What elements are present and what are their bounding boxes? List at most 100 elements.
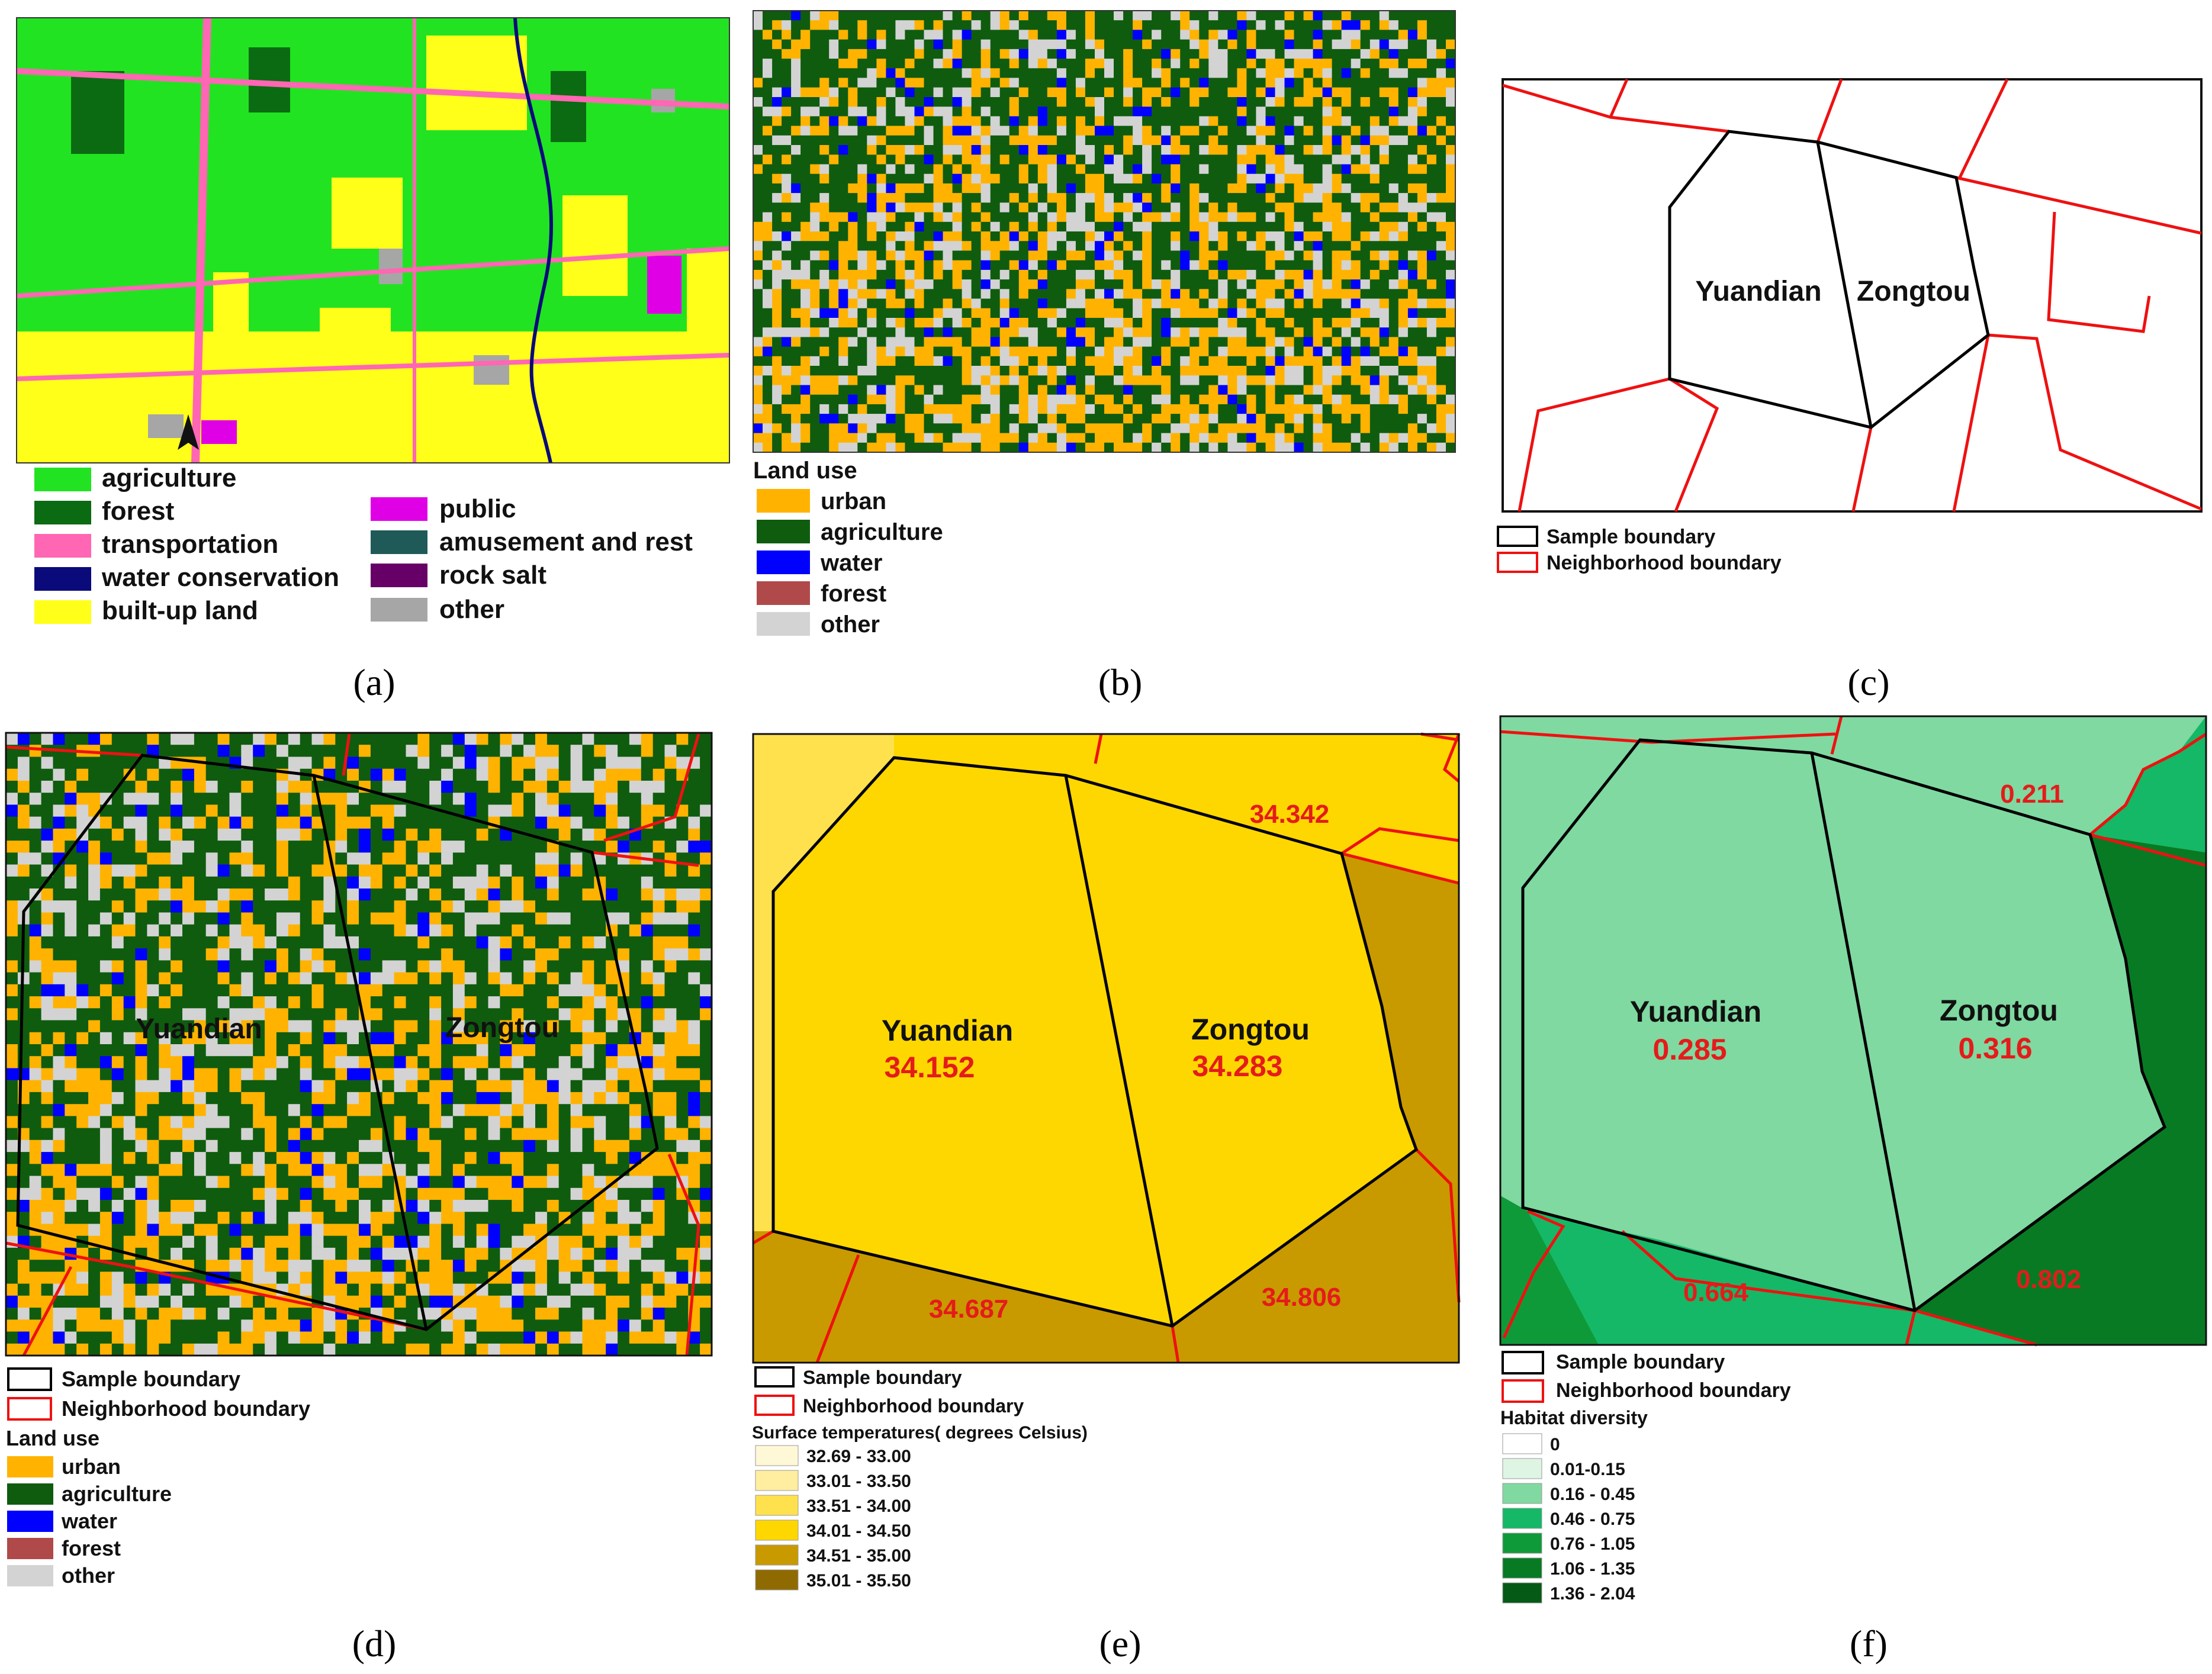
raster-cell: [205, 841, 218, 853]
raster-cell: [999, 145, 1010, 155]
raster-cell: [886, 49, 896, 59]
raster-cell: [452, 816, 465, 829]
raster-cell: [1398, 154, 1409, 165]
raster-cell: [810, 49, 820, 59]
raster-cell: [1322, 433, 1333, 443]
raster-cell: [772, 346, 782, 357]
raster-cell: [1369, 78, 1380, 88]
raster-cell: [1104, 125, 1114, 136]
raster-cell: [618, 936, 630, 949]
raster-cell: [159, 756, 171, 770]
raster-cell: [924, 337, 934, 347]
raster-cell: [1218, 414, 1228, 424]
raster-cell: [1218, 423, 1228, 434]
raster-cell: [1407, 356, 1418, 366]
raster-cell: [253, 804, 265, 817]
raster-cell: [664, 828, 677, 841]
raster-cell: [1047, 385, 1057, 395]
raster-cell: [1341, 414, 1352, 424]
raster-cell: [800, 442, 811, 453]
raster-cell: [1407, 250, 1418, 261]
raster-cell: [763, 11, 773, 21]
raster-cell: [700, 828, 712, 841]
raster-cell: [1407, 39, 1418, 50]
raster-cell: [1085, 308, 1095, 318]
raster-cell: [582, 756, 594, 770]
raster-cell: [962, 135, 972, 146]
raster-cell: [1009, 260, 1020, 271]
raster-cell: [980, 49, 991, 59]
raster-cell: [594, 768, 606, 781]
raster-cell: [676, 1008, 689, 1021]
raster-cell: [1379, 231, 1390, 242]
raster-cell: [452, 756, 465, 770]
raster-cell: [905, 116, 915, 127]
raster-cell: [1066, 193, 1076, 203]
raster-cell: [791, 221, 801, 232]
raster-cell: [772, 49, 782, 59]
raster-cell: [1142, 173, 1152, 184]
raster-cell: [1256, 116, 1266, 127]
raster-cell: [810, 212, 820, 223]
raster-cell: [1265, 11, 1276, 21]
raster-cell: [1180, 135, 1190, 146]
raster-cell: [829, 107, 839, 117]
raster-cell: [1104, 241, 1114, 251]
raster-cell: [1379, 202, 1390, 213]
raster-cell: [1028, 327, 1039, 337]
raster-cell: [1417, 231, 1427, 242]
raster-cell: [1028, 221, 1039, 232]
raster-cell: [1066, 289, 1076, 300]
raster-cell: [1180, 193, 1190, 203]
raster-cell: [1313, 366, 1323, 376]
raster-cell: [1152, 241, 1162, 251]
raster-cell: [1171, 78, 1181, 88]
raster-cell: [53, 924, 65, 937]
raster-cell: [924, 11, 934, 21]
raster-cell: [1018, 202, 1029, 213]
raster-cell: [782, 279, 792, 289]
raster-cell: [300, 948, 313, 961]
raster-cell: [535, 1008, 548, 1021]
raster-cell: [1075, 193, 1086, 203]
raster-cell: [1265, 385, 1276, 395]
raster-cell: [265, 888, 277, 901]
raster-cell: [1104, 30, 1114, 40]
raster-cell: [1208, 212, 1218, 223]
raster-cell: [1360, 49, 1371, 59]
raster-cell: [123, 780, 136, 793]
raster-cell: [810, 404, 820, 414]
raster-cell: [1037, 20, 1048, 30]
raster-cell: [1171, 135, 1181, 146]
raster-cell: [782, 366, 792, 376]
raster-cell: [800, 20, 811, 30]
raster-cell: [1351, 11, 1361, 21]
raster-cell: [1417, 39, 1427, 50]
raster-cell: [1208, 125, 1218, 136]
raster-cell: [1085, 221, 1095, 232]
raster-cell: [838, 298, 848, 309]
raster-cell: [159, 936, 171, 949]
raster-cell: [914, 87, 925, 98]
raster-cell: [1275, 125, 1285, 136]
raster-cell: [618, 912, 630, 925]
raster-cell: [1104, 78, 1114, 88]
raster-cell: [1265, 116, 1276, 127]
raster-cell: [417, 1020, 430, 1033]
raster-cell: [182, 984, 195, 997]
raster-cell: [1227, 183, 1237, 194]
raster-cell: [429, 768, 442, 781]
raster-cell: [464, 828, 477, 841]
raster-cell: [1114, 39, 1124, 50]
raster-cell: [980, 404, 991, 414]
raster-cell: [1095, 107, 1105, 117]
raster-cell: [1056, 30, 1067, 40]
raster-cell: [1379, 346, 1390, 357]
raster-cell: [1322, 145, 1333, 155]
raster-cell: [1066, 298, 1076, 309]
raster-cell: [171, 828, 183, 841]
raster-cell: [1360, 97, 1371, 107]
raster-cell: [905, 212, 915, 223]
raster-cell: [924, 394, 934, 405]
raster-cell: [1142, 107, 1152, 117]
